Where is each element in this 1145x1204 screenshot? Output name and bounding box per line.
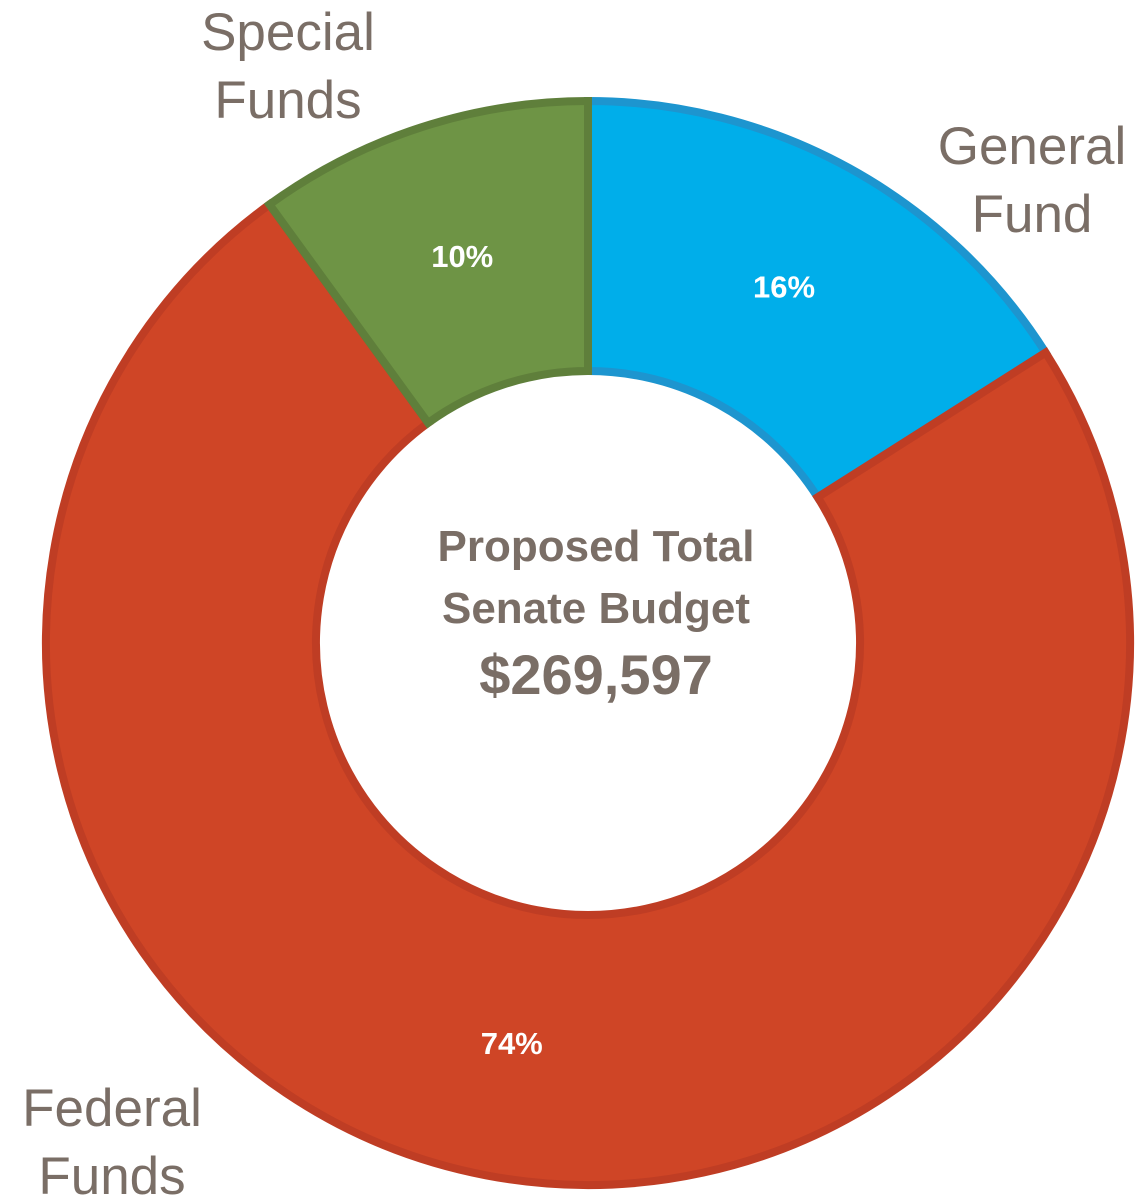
center-total-amount: $269,597 xyxy=(479,643,713,706)
center-caption: Proposed Total Senate Budget $269,597 xyxy=(438,522,755,706)
category-label-line: Special xyxy=(201,3,375,62)
slice-category-labels: General Fund Federal Funds Special Funds xyxy=(22,3,1126,1204)
category-label-line: Funds xyxy=(38,1147,185,1204)
category-label-line: Funds xyxy=(214,71,361,130)
donut-slice-federal-funds xyxy=(42,198,1134,1189)
donut-slice-special-funds xyxy=(263,96,592,429)
slice-percent-label: 74% xyxy=(481,1026,543,1061)
category-label-line: Fund xyxy=(972,185,1093,244)
slice-percent-label: 16% xyxy=(753,269,815,304)
slice-percent-labels: 16% 74% 10% xyxy=(431,239,815,1061)
slice-percent-label: 10% xyxy=(431,239,493,274)
center-title-line-1: Proposed Total xyxy=(438,522,755,571)
category-label-line: Federal xyxy=(22,1079,202,1138)
donut-slices xyxy=(42,96,1134,1189)
center-title-line-2: Senate Budget xyxy=(442,584,750,633)
donut-slice-general-fund xyxy=(584,96,1052,503)
category-label-line: General xyxy=(938,117,1127,176)
